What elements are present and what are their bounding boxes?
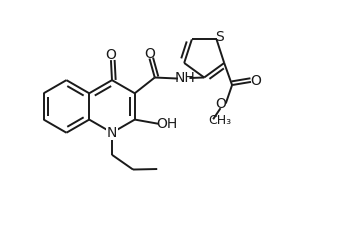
Text: O: O: [144, 47, 155, 61]
Text: O: O: [250, 74, 261, 88]
Text: O: O: [105, 48, 116, 62]
Text: CH₃: CH₃: [208, 114, 231, 127]
Text: OH: OH: [156, 117, 177, 131]
Text: O: O: [215, 97, 226, 111]
Text: N: N: [107, 126, 117, 140]
Text: NH: NH: [174, 71, 195, 84]
Text: S: S: [215, 30, 223, 44]
